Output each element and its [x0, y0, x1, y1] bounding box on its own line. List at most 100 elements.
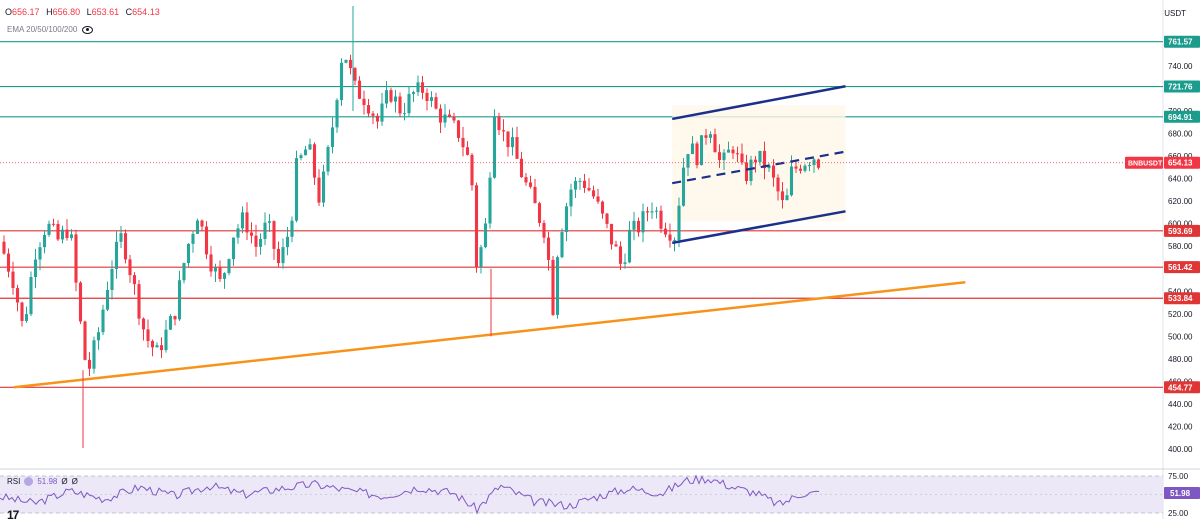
candle-body — [501, 130, 506, 132]
candle-body — [546, 237, 551, 260]
candle-body — [443, 114, 447, 123]
y-tick-label: 480.00 — [1168, 355, 1193, 364]
rsi-legend[interactable]: RSI 51.98 Ø Ø — [7, 477, 78, 486]
candle-body — [672, 240, 677, 242]
candle-body — [519, 158, 524, 178]
candle-body — [605, 213, 609, 224]
rsi-line — [0, 474, 820, 515]
level-badge-561.42 — [1164, 261, 1200, 274]
candle-body — [200, 220, 204, 227]
candle-body — [51, 223, 56, 225]
price-badge-label: 654.13 — [1168, 159, 1193, 168]
candle-body — [623, 262, 627, 264]
candle-body — [695, 143, 699, 166]
candle-body — [434, 97, 438, 109]
candle-body — [83, 321, 87, 360]
candle-body — [290, 220, 294, 237]
candle-body — [447, 114, 452, 117]
close-label: C — [125, 7, 133, 17]
candle-body — [132, 275, 137, 285]
candle-body — [803, 165, 807, 171]
candle-body — [380, 103, 384, 122]
candle-body — [317, 177, 321, 203]
y-tick-label: 580.00 — [1168, 242, 1193, 251]
candle-body — [213, 267, 218, 272]
candle-body — [60, 229, 65, 240]
candle-body — [276, 248, 281, 264]
candle-body — [362, 98, 366, 106]
rsi-label: RSI — [7, 477, 21, 486]
candle-body — [393, 96, 398, 102]
candle-body — [105, 290, 110, 310]
y-tick-label: 660.00 — [1168, 152, 1193, 161]
candle-body — [168, 316, 173, 330]
candle-body — [38, 247, 42, 260]
level-badge-761.57 — [1164, 35, 1200, 48]
channel-upper-line — [671, 85, 846, 121]
candle-body — [816, 159, 821, 168]
candle-body — [497, 116, 501, 131]
candle-body — [524, 177, 528, 183]
candle-body — [182, 263, 186, 281]
candle-body — [654, 210, 659, 212]
candle-body — [582, 180, 587, 188]
candle-body — [735, 153, 740, 155]
eye-icon[interactable] — [82, 25, 94, 34]
candle-body — [537, 203, 542, 223]
candle-body — [749, 159, 753, 182]
ohlc-legend: O656.17 H656.80 L653.61 C654.13 — [5, 7, 164, 17]
candle-body — [407, 93, 411, 114]
ema-indicator-legend[interactable]: EMA 20/50/100/200 — [7, 25, 94, 34]
candle-body — [56, 224, 60, 240]
rsi-settings-icon[interactable] — [24, 477, 34, 486]
candle-body — [150, 341, 155, 348]
candle-body — [24, 314, 29, 321]
level-label-694.91: 694.91 — [1168, 113, 1193, 122]
candle-body — [159, 345, 164, 351]
candle-body — [227, 259, 231, 274]
candle-body — [438, 108, 443, 123]
level-badge-694.91 — [1164, 110, 1200, 123]
candle-body — [285, 236, 290, 248]
candle-body — [551, 259, 555, 315]
candle-body — [456, 120, 461, 138]
currency-label: USDT — [1164, 9, 1186, 18]
candle-body — [137, 284, 141, 319]
candle-body — [474, 185, 479, 267]
candle-body — [758, 150, 762, 163]
candle-body — [645, 211, 650, 213]
open-label: O — [5, 7, 13, 17]
candle-body — [726, 149, 731, 153]
candle-body — [515, 137, 519, 159]
candle-body — [240, 212, 245, 229]
candle-body — [600, 201, 605, 214]
candle-body — [627, 229, 632, 263]
candle-body — [677, 205, 681, 241]
candle-body — [470, 154, 474, 186]
candle-body — [753, 159, 758, 163]
candle-body — [128, 259, 132, 276]
candle-body — [344, 59, 348, 63]
candle-body — [713, 134, 717, 153]
price-badge — [1164, 156, 1200, 169]
candle-body — [465, 147, 470, 155]
y-tick-label: 520.00 — [1168, 310, 1193, 319]
candle-body — [42, 234, 47, 248]
rsi-badge-label: 51.98 — [1170, 489, 1191, 498]
candle-body — [375, 115, 380, 122]
candle-body — [785, 195, 789, 201]
candle-body — [110, 269, 114, 291]
candle-body — [587, 187, 591, 191]
candle-body — [69, 234, 74, 238]
candle-body — [123, 233, 128, 260]
candle-body — [762, 150, 767, 169]
candle-body — [141, 318, 146, 330]
candle-body — [47, 223, 51, 235]
candle-body — [555, 257, 560, 315]
candle-body — [303, 149, 308, 156]
candle-body — [15, 288, 20, 303]
candle-body — [195, 220, 200, 234]
candle-body — [281, 247, 285, 264]
candle-body — [767, 165, 771, 169]
